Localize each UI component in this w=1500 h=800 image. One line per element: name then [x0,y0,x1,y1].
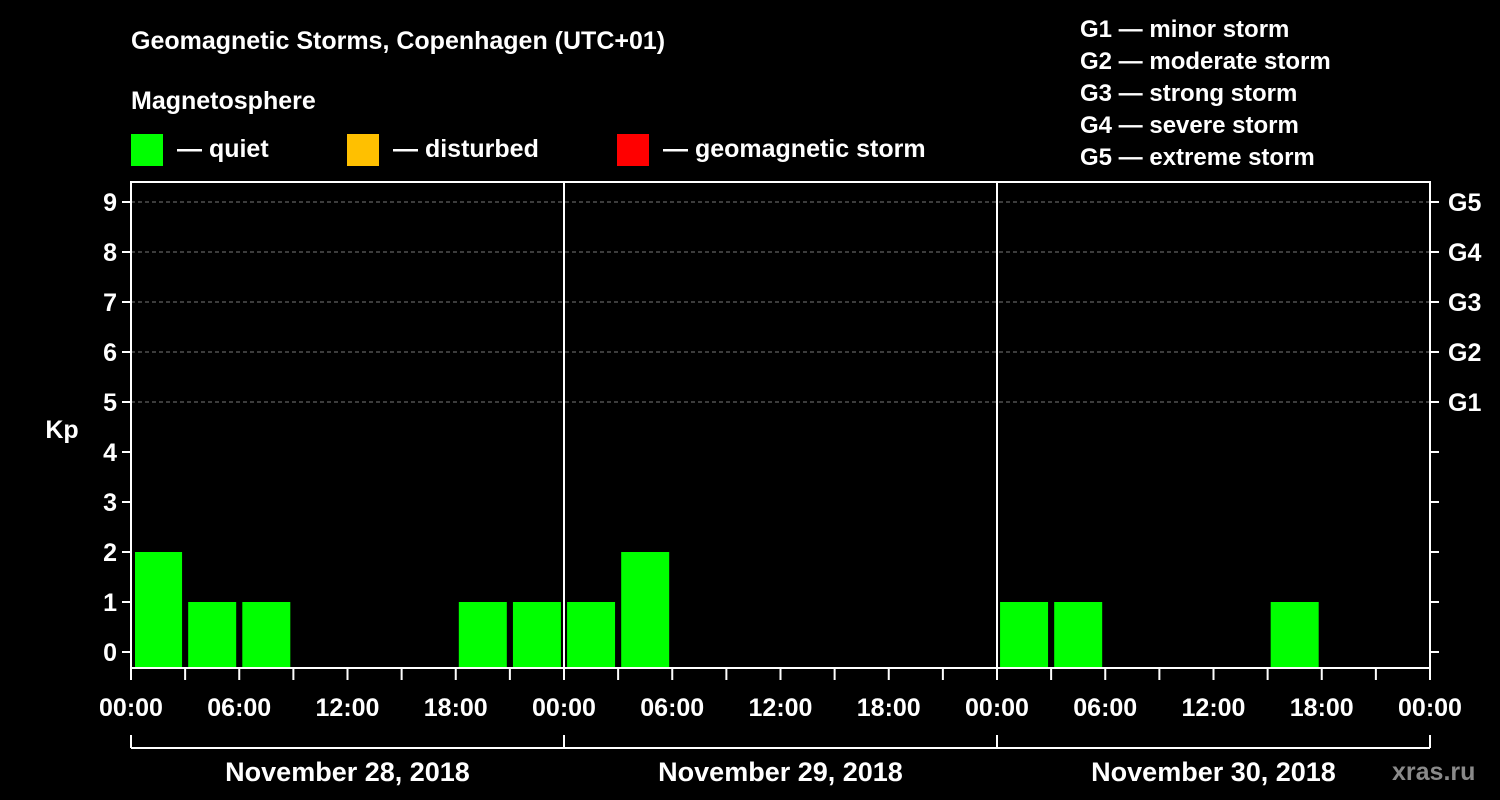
storm-scale-item: G3 — strong storm [1080,80,1297,107]
legend-swatch [347,134,379,166]
x-tick-label: 18:00 [1290,694,1354,722]
storm-scale-item: G2 — moderate storm [1080,48,1331,75]
day-labels: November 28, 2018 November 29, 2018 Novemb… [130,735,1431,787]
storm-scale-item: G4 — severe storm [1080,112,1299,139]
legend: — quiet — disturbed — geomagnetic storm [131,134,926,166]
y-tick-label: 4 [103,439,117,467]
kp-bar [1054,602,1103,668]
legend-swatch [131,134,163,166]
y-axis-label: Kp [45,416,78,444]
y-tick-label: 1 [103,589,117,617]
plot-frame [130,181,1431,669]
y-tick-label: 2 [103,539,117,567]
kp-bar [567,602,616,668]
kp-bar [135,552,183,668]
y-tick-label: 0 [103,639,117,667]
kp-bar [188,602,237,668]
kp-bar [512,602,561,668]
x-tick-label: 06:00 [207,694,271,722]
legend-swatch [617,134,649,166]
day-label: November 30, 2018 [1091,757,1336,787]
right-tick-label: G4 [1448,239,1481,267]
watermark: xras.ru [1392,758,1475,786]
legend-label: — disturbed [393,135,539,163]
day-label: November 28, 2018 [225,757,470,787]
y-tick-label: 7 [103,289,117,317]
x-axis: 00:00 06:00 12:00 18:00 00:00 06:00 12:00 18:00… [99,668,1462,722]
y-tick-label: 8 [103,239,117,267]
x-tick-label: 06:00 [1073,694,1137,722]
x-tick-label: 12:00 [749,694,813,722]
kp-bar [1270,602,1319,668]
grid [131,201,1430,403]
storm-scale-item: G5 — extreme storm [1080,144,1315,171]
storm-scale-legend: G1 — minor storm G2 — moderate storm G3 — … [1080,16,1331,171]
y-tick-label: 6 [103,339,117,367]
storm-scale-item: G1 — minor storm [1080,16,1289,43]
bars [135,552,1319,668]
kp-bar [1000,602,1049,668]
y-tick-label: 3 [103,489,117,517]
x-tick-label: 00:00 [1398,694,1462,722]
legend-title: Magnetosphere [131,87,316,115]
right-tick-label: G2 [1448,339,1481,367]
right-axis: G1 G2 G3 G4 G5 [1430,189,1481,653]
right-tick-label: G1 [1448,389,1481,417]
day-label: November 29, 2018 [658,757,903,787]
x-tick-label: 00:00 [99,694,163,722]
legend-label: — geomagnetic storm [663,135,926,163]
y-axis: 0 1 2 3 4 5 6 7 8 9 [103,189,131,667]
x-tick-label: 12:00 [1182,694,1246,722]
x-tick-label: 18:00 [857,694,921,722]
day-dividers [563,182,998,668]
x-tick-label: 12:00 [316,694,380,722]
right-tick-label: G3 [1448,289,1481,317]
kp-bar [458,602,507,668]
x-tick-label: 00:00 [532,694,596,722]
x-tick-label: 06:00 [640,694,704,722]
y-tick-label: 5 [103,389,117,417]
legend-label: — quiet [177,135,269,163]
right-tick-label: G5 [1448,189,1481,217]
kp-bar [621,552,670,668]
y-tick-label: 9 [103,189,117,217]
x-tick-label: 18:00 [424,694,488,722]
x-tick-label: 00:00 [965,694,1029,722]
kp-bar [242,602,291,668]
chart-title: Geomagnetic Storms, Copenhagen (UTC+01) [131,27,665,55]
